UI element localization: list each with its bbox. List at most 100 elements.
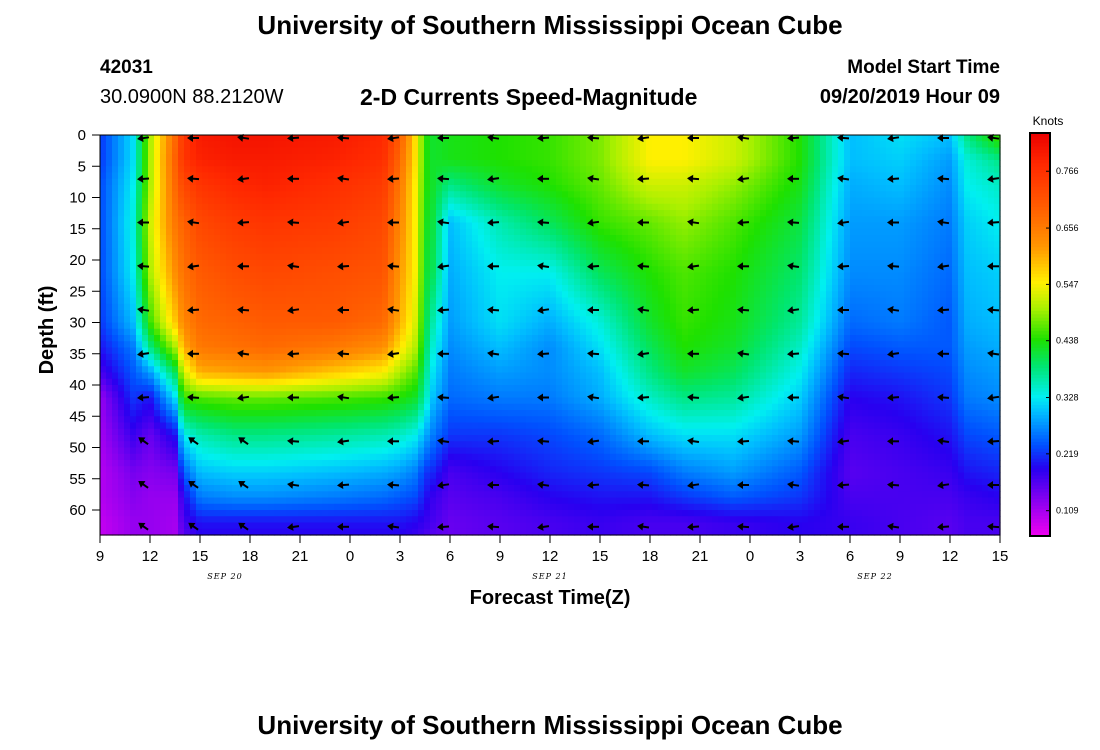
heatmap-cell bbox=[484, 135, 491, 142]
heatmap-cell bbox=[196, 428, 203, 436]
heatmap-cell bbox=[226, 516, 233, 524]
heatmap-cell bbox=[214, 403, 221, 411]
heatmap-cell bbox=[364, 391, 371, 399]
heatmap-cell bbox=[424, 228, 431, 236]
heatmap-cell bbox=[232, 491, 239, 499]
heatmap-cell bbox=[322, 266, 329, 274]
heatmap-cell bbox=[520, 210, 527, 217]
heatmap-cell bbox=[196, 328, 203, 336]
heatmap-cell bbox=[172, 522, 179, 530]
heatmap-cell bbox=[196, 203, 203, 211]
heatmap-cell bbox=[214, 266, 221, 274]
heatmap-cell bbox=[268, 466, 275, 474]
heatmap-cell bbox=[472, 341, 479, 349]
heatmap-cell bbox=[328, 185, 335, 192]
heatmap-cell bbox=[550, 397, 557, 405]
heatmap-cell bbox=[220, 516, 227, 524]
heatmap-cell bbox=[418, 528, 425, 536]
heatmap-cell bbox=[472, 216, 479, 224]
heatmap-cell bbox=[562, 153, 569, 161]
heatmap-cell bbox=[142, 310, 149, 317]
heatmap-cell bbox=[202, 172, 209, 180]
heatmap-cell bbox=[478, 297, 485, 305]
heatmap-cell bbox=[184, 166, 191, 174]
heatmap-cell bbox=[316, 260, 323, 267]
heatmap-cell bbox=[430, 203, 437, 211]
heatmap-cell bbox=[370, 222, 377, 230]
heatmap-cell bbox=[340, 216, 347, 224]
heatmap-cell bbox=[256, 435, 263, 442]
heatmap-cell bbox=[112, 391, 119, 399]
heatmap-cell bbox=[142, 222, 149, 230]
heatmap-cell bbox=[184, 178, 191, 186]
heatmap-cell bbox=[304, 291, 311, 299]
heatmap-cell bbox=[280, 253, 287, 261]
heatmap-cell bbox=[346, 241, 353, 249]
heatmap-cell bbox=[394, 166, 401, 174]
heatmap-cell bbox=[340, 147, 347, 155]
heatmap-cell bbox=[454, 397, 461, 405]
heatmap-cell bbox=[190, 347, 197, 355]
heatmap-cell bbox=[166, 510, 173, 517]
heatmap-cell bbox=[280, 491, 287, 499]
heatmap-cell bbox=[538, 266, 545, 274]
heatmap-cell bbox=[532, 522, 539, 530]
heatmap-cell bbox=[508, 297, 515, 305]
heatmap-cell bbox=[562, 466, 569, 474]
heatmap-cell bbox=[256, 397, 263, 405]
heatmap-cell bbox=[526, 485, 533, 492]
heatmap-cell bbox=[130, 428, 137, 436]
heatmap-cell bbox=[118, 385, 125, 392]
heatmap-cell bbox=[262, 503, 269, 511]
heatmap-cell bbox=[334, 435, 341, 442]
heatmap-cell bbox=[154, 341, 161, 349]
heatmap-cell bbox=[334, 360, 341, 367]
heatmap-cell bbox=[472, 478, 479, 486]
heatmap-cell bbox=[448, 441, 455, 449]
heatmap-cell bbox=[256, 203, 263, 211]
heatmap-cell bbox=[490, 147, 497, 155]
heatmap-cell bbox=[514, 416, 521, 424]
heatmap-cell bbox=[292, 153, 299, 161]
heatmap-cell bbox=[112, 497, 119, 505]
heatmap-cell bbox=[226, 472, 233, 480]
heatmap-cell bbox=[520, 435, 527, 442]
heatmap-cell bbox=[268, 235, 275, 242]
heatmap-cell bbox=[346, 341, 353, 349]
heatmap-cell bbox=[460, 360, 467, 367]
heatmap-cell bbox=[178, 147, 185, 155]
heatmap-cell bbox=[460, 203, 467, 211]
heatmap-cell bbox=[244, 153, 251, 161]
heatmap-cell bbox=[208, 291, 215, 299]
heatmap-cell bbox=[490, 203, 497, 211]
heatmap-cell bbox=[472, 372, 479, 380]
heatmap-cell bbox=[208, 235, 215, 242]
heatmap-cell bbox=[376, 422, 383, 430]
heatmap-cell bbox=[148, 172, 155, 180]
heatmap-cell bbox=[424, 460, 431, 467]
heatmap-cell bbox=[352, 485, 359, 492]
heatmap-cell bbox=[184, 141, 191, 149]
heatmap-cell bbox=[286, 222, 293, 230]
heatmap-cell bbox=[382, 378, 389, 386]
heatmap-cell bbox=[466, 360, 473, 367]
heatmap-cell bbox=[442, 285, 449, 292]
heatmap-cell bbox=[556, 360, 563, 367]
heatmap-cell bbox=[184, 347, 191, 355]
heatmap-cell bbox=[292, 491, 299, 499]
heatmap-cell bbox=[358, 466, 365, 474]
heatmap-cell bbox=[490, 491, 497, 499]
heatmap-cell bbox=[454, 160, 461, 167]
heatmap-cell bbox=[454, 178, 461, 186]
heatmap-cell bbox=[166, 266, 173, 274]
heatmap-cell bbox=[322, 410, 329, 417]
heatmap-cell bbox=[274, 310, 281, 317]
heatmap-cell bbox=[202, 147, 209, 155]
heatmap-cell bbox=[262, 141, 269, 149]
heatmap-cell bbox=[280, 385, 287, 392]
heatmap-cell bbox=[412, 472, 419, 480]
heatmap-cell bbox=[430, 385, 437, 392]
heatmap-cell bbox=[202, 266, 209, 274]
heatmap-cell bbox=[406, 160, 413, 167]
heatmap-cell bbox=[112, 191, 119, 199]
